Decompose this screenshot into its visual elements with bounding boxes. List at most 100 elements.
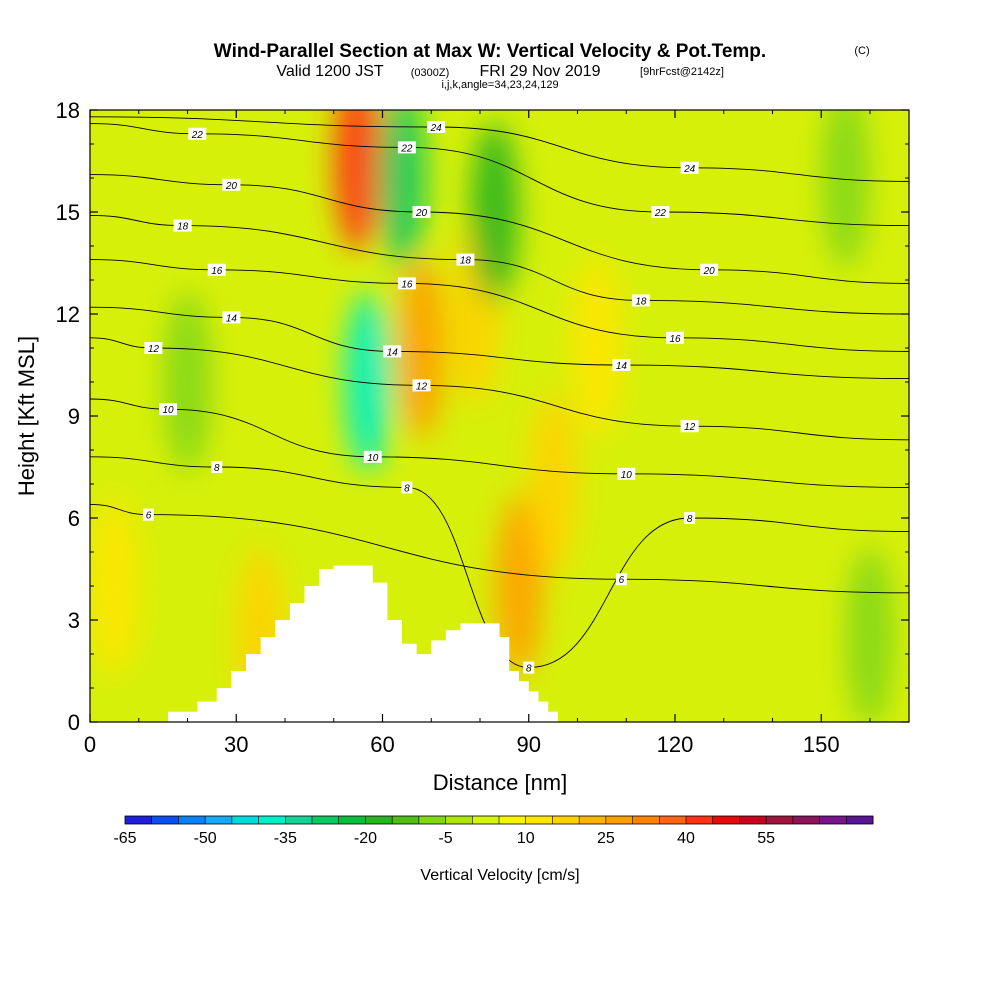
svg-text:14: 14 (616, 361, 628, 372)
colorbar-tick-label: 25 (597, 830, 615, 847)
velocity-feature (495, 496, 543, 676)
chart-title: Wind-Parallel Section at Max W: Vertical… (214, 41, 766, 62)
contour-label: 14 (222, 311, 241, 324)
contour-label: 6 (615, 573, 627, 586)
x-axis: 0 30 60 90 120 150 (84, 110, 871, 757)
colorbar-swatch (258, 816, 286, 824)
colorbar-swatch (766, 816, 794, 824)
colorbar-swatch (231, 816, 260, 824)
contour-label: 22 (651, 206, 670, 219)
colorbar-tick-label: 40 (677, 830, 695, 847)
colorbar-swatch (686, 816, 714, 824)
svg-text:16: 16 (669, 334, 681, 345)
contour-labels: 6 8 10 12 14 16 18 20 22 24 22 20 18 16 14 12 10 8 6 8 8 10 12… (143, 121, 719, 675)
contour-label: 10 (159, 403, 177, 416)
colorbar-swatch (125, 816, 153, 824)
colorbar-swatch (418, 816, 447, 824)
contour-label: 10 (363, 450, 382, 464)
x-tick-label: 150 (803, 732, 840, 757)
contour-label: 16 (397, 277, 416, 290)
colorbar-swatch (338, 816, 366, 824)
svg-text:8: 8 (687, 514, 693, 525)
x-axis-label: Distance [nm] (433, 770, 568, 795)
x-tick-label: 60 (370, 732, 394, 757)
subtitle-valid-time: Valid 1200 JST (276, 63, 384, 80)
y-tick-label: 0 (68, 710, 80, 735)
velocity-feature (163, 292, 212, 472)
contour-label: 20 (412, 206, 431, 219)
colorbar-swatch (312, 816, 340, 824)
contour-label: 22 (397, 141, 416, 154)
svg-text:18: 18 (177, 222, 189, 233)
contour-label: 10 (617, 467, 636, 481)
contour-label: 24 (680, 161, 699, 175)
theta-contour-line (90, 174, 909, 284)
svg-text:12: 12 (684, 422, 696, 433)
contour-label: 8 (211, 461, 223, 474)
colorbar-tick-label: 10 (517, 830, 535, 847)
y-axis: 0 3 6 9 12 15 18 (56, 98, 909, 735)
colorbar-swatch (579, 816, 607, 824)
colorbar-swatch (712, 816, 740, 824)
svg-text:18: 18 (460, 256, 472, 267)
contour-label: 12 (680, 420, 699, 433)
colorbar-swatch (739, 816, 767, 824)
contour-label: 18 (631, 294, 650, 307)
colorbar-swatch (445, 816, 473, 824)
svg-text:16: 16 (211, 266, 223, 277)
copyright-mark: (C) (854, 45, 869, 57)
velocity-feature (846, 547, 894, 722)
velocity-feature (529, 394, 578, 574)
contour-label: 14 (383, 345, 402, 358)
colorbar-swatch (632, 816, 660, 824)
colorbar-swatch (392, 816, 420, 824)
contour-label: 24 (427, 121, 446, 134)
svg-text:8: 8 (404, 483, 410, 494)
colorbar-swatch (525, 816, 553, 824)
y-tick-label: 18 (56, 98, 80, 123)
contour-label: 8 (401, 481, 413, 494)
x-tick-label: 30 (224, 732, 248, 757)
theta-contour-line (90, 259, 909, 352)
velocity-feature (343, 292, 392, 472)
svg-text:22: 22 (654, 208, 667, 219)
contour-label: 8 (523, 661, 535, 675)
colorbar-tick-label: -35 (274, 830, 297, 847)
y-tick-label: 12 (56, 302, 80, 327)
colorbar-swatch (499, 816, 527, 824)
svg-text:10: 10 (367, 453, 379, 464)
colorbar-tick-label: -50 (194, 830, 217, 847)
velocity-feature (90, 496, 139, 676)
colorbar-tick-label: -20 (354, 830, 377, 847)
contour-label: 14 (612, 359, 631, 372)
subtitle-utc-time: (0300Z) (411, 67, 450, 79)
velocity-feature (334, 110, 383, 251)
colorbar-swatch (846, 816, 874, 824)
velocity-feature (397, 258, 446, 438)
velocity-feature (378, 110, 426, 268)
contour-label: 18 (173, 219, 192, 233)
svg-text:8: 8 (214, 463, 220, 474)
x-tick-label: 0 (84, 732, 96, 757)
svg-text:12: 12 (416, 381, 428, 392)
colorbar-swatch (605, 816, 634, 824)
svg-text:16: 16 (401, 279, 413, 290)
y-axis-label: Height [Kft MSL] (14, 336, 39, 496)
plot-area: 6 8 10 12 14 16 18 20 22 24 22 20 18 16 14 12 10 8 6 8 8 10 12… (90, 110, 909, 722)
svg-text:14: 14 (387, 347, 399, 358)
svg-text:24: 24 (430, 123, 443, 134)
velocity-feature (573, 258, 621, 438)
subtitle-ijk: i,j,k,angle=34,23,24,129 (441, 79, 558, 91)
contour-label: 12 (412, 379, 431, 392)
svg-text:14: 14 (226, 313, 238, 324)
colorbar-swatch (365, 816, 393, 824)
y-tick-label: 3 (68, 608, 80, 633)
contour-label: 16 (207, 263, 226, 277)
colorbar-tick-label: -5 (438, 830, 452, 847)
colorbar-swatch (792, 816, 821, 824)
svg-text:22: 22 (191, 130, 204, 141)
contour-label: 22 (188, 127, 207, 141)
contour-label: 8 (684, 512, 696, 525)
svg-text:10: 10 (162, 405, 174, 416)
